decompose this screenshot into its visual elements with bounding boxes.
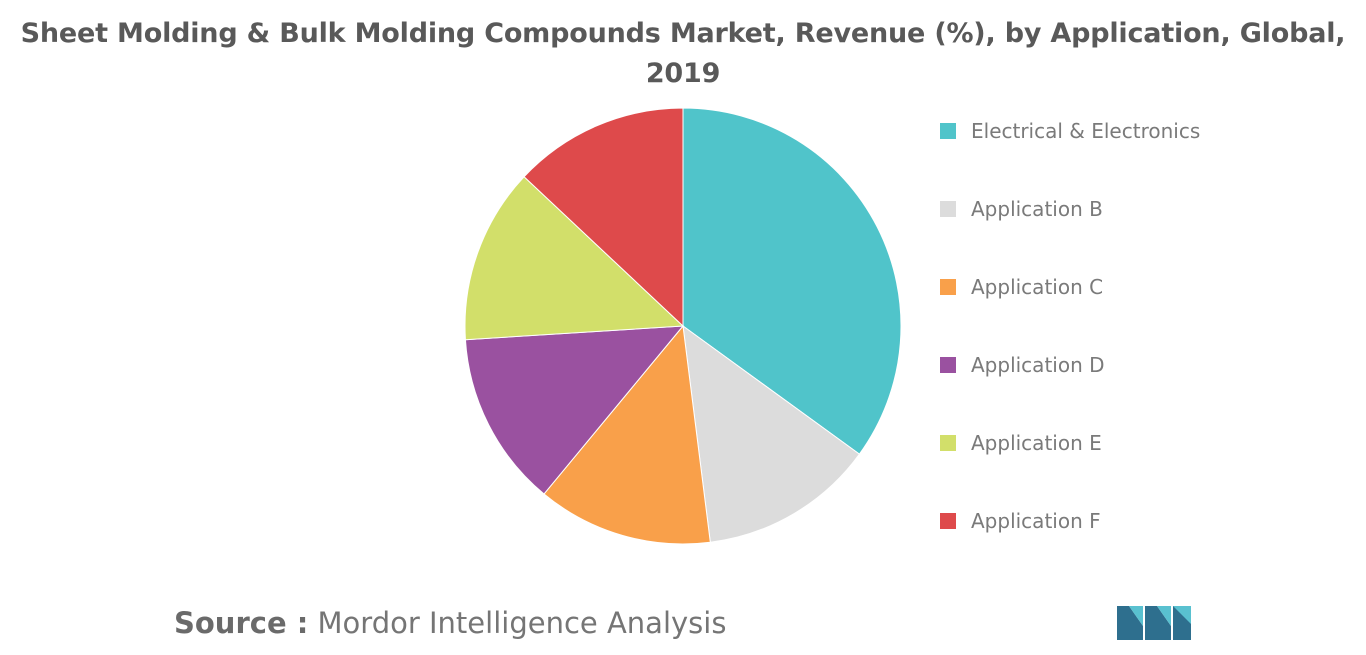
legend-item-3: Application C — [940, 248, 1200, 326]
mordor-logo-icon — [1117, 606, 1191, 640]
legend-swatch — [940, 357, 956, 373]
legend-label: Application E — [971, 431, 1102, 455]
pie-slice-5 — [464, 176, 685, 341]
legend-swatch — [940, 513, 956, 529]
chart-title-line-2: 2019 — [645, 58, 721, 89]
source-text: Mordor Intelligence Analysis — [317, 606, 727, 640]
legend-label: Application B — [971, 197, 1103, 221]
pie-slice-1 — [682, 107, 902, 455]
legend-item-2: Application B — [940, 170, 1200, 248]
legend-swatch — [940, 279, 956, 295]
legend-item-6: Application F — [940, 482, 1200, 560]
pie-slice-2 — [682, 324, 861, 543]
chart-title: Sheet Molding & Bulk Molding Compounds M… — [0, 14, 1366, 94]
legend-swatch — [940, 201, 956, 217]
legend-item-4: Application D — [940, 326, 1200, 404]
chart-title-line-1: Sheet Molding & Bulk Molding Compounds M… — [20, 18, 1346, 49]
source-label: Source : — [174, 606, 309, 640]
legend-label: Application D — [971, 353, 1105, 377]
pie-slice-3 — [543, 324, 711, 545]
legend-item-5: Application E — [940, 404, 1200, 482]
pie-slice-4 — [464, 325, 685, 495]
legend-label: Electrical & Electronics — [971, 119, 1201, 143]
legend-label: Application C — [971, 275, 1104, 299]
legend-swatch — [940, 123, 956, 139]
source-note: Source : Mordor Intelligence Analysis — [174, 606, 726, 640]
legend-swatch — [940, 435, 956, 451]
legend-item-1: Electrical & Electronics — [940, 92, 1200, 170]
chart-legend: Electrical & Electronics Application B App… — [940, 112, 1200, 580]
pie-slice-6 — [523, 107, 684, 328]
legend-label: Application F — [971, 509, 1101, 533]
